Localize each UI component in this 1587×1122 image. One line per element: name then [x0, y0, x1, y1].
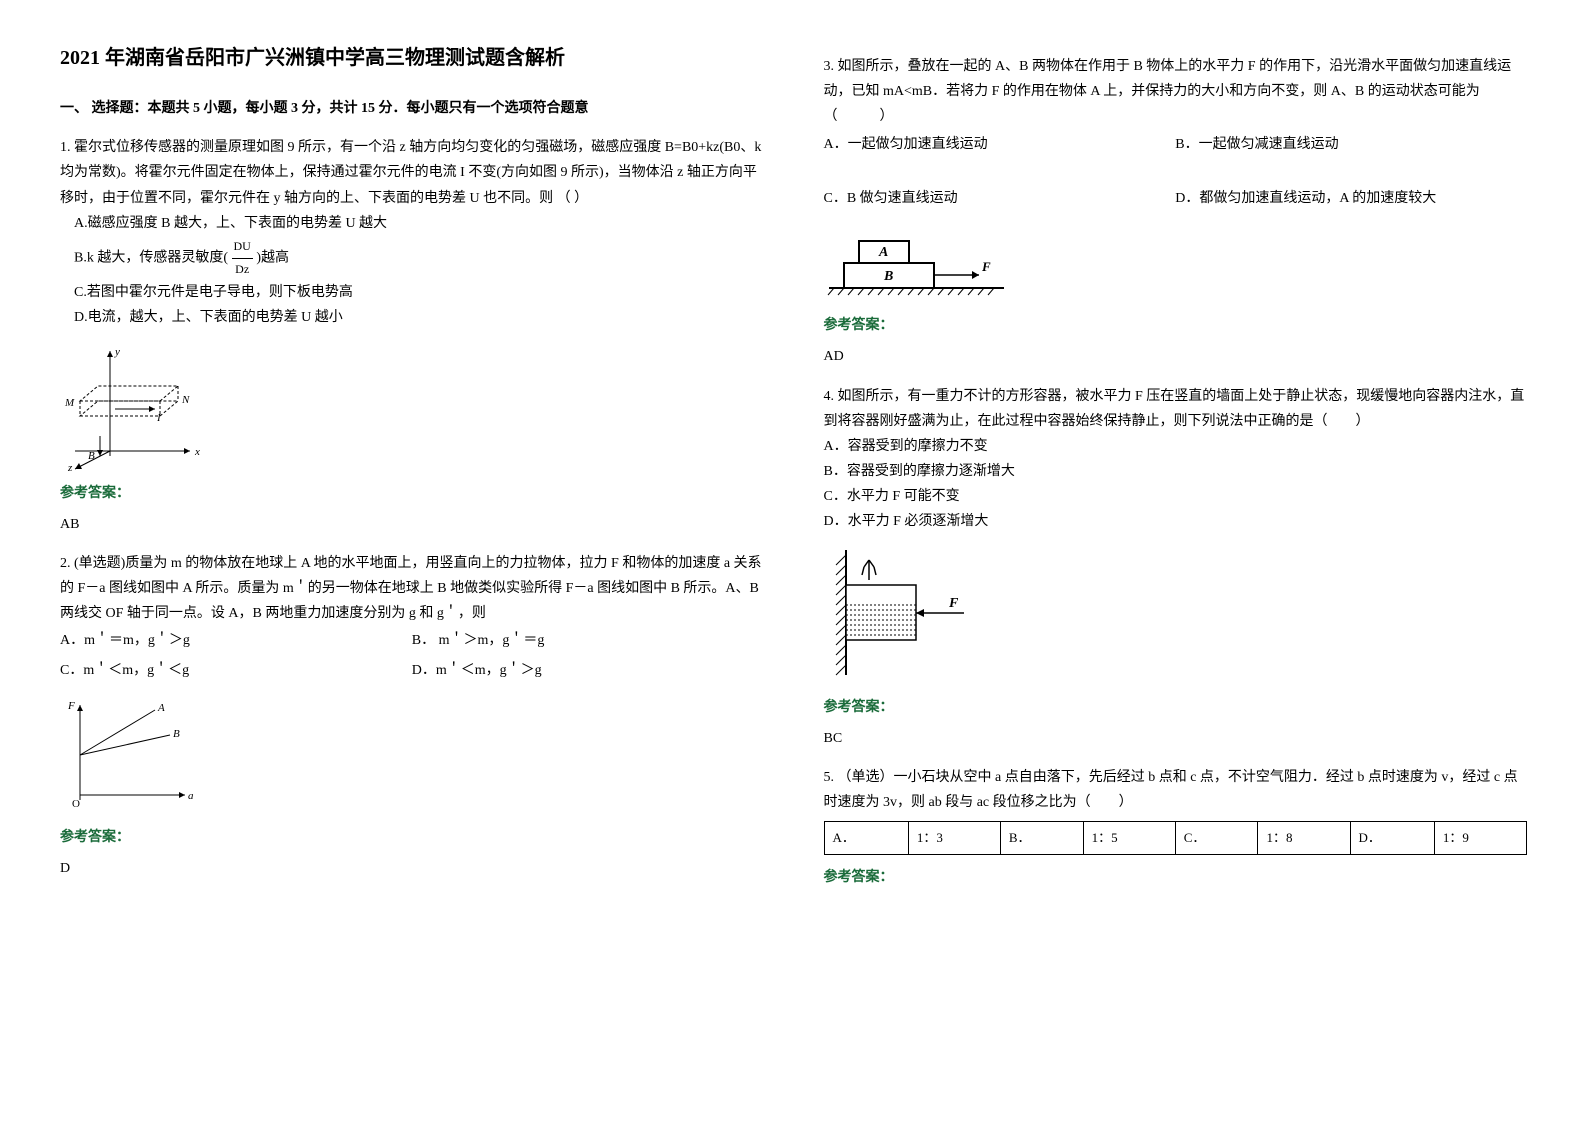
q4-opt-a: A．容器受到的摩擦力不变	[824, 434, 1528, 459]
q5-opt-a-value: 1：3	[908, 822, 1000, 854]
q3-answer-label: 参考答案：	[824, 313, 1528, 338]
svg-text:y: y	[114, 346, 120, 358]
svg-text:I: I	[156, 412, 162, 424]
q5-answer-label: 参考答案：	[824, 865, 1528, 890]
svg-text:B: B	[173, 728, 180, 740]
q3-opt-c: C．B 做匀速直线运动	[824, 186, 1176, 211]
question-4: 4. 如图所示，有一重力不计的方形容器，被水平力 F 压在竖直的墙面上处于静止状…	[824, 384, 1528, 752]
q2-opt-b: B． m＇＞m，g＇＝g	[412, 628, 764, 653]
q5-opt-c-label: C．	[1175, 822, 1258, 854]
q4-opt-b: B．容器受到的摩擦力逐渐增大	[824, 459, 1528, 484]
q2-answer-label: 参考答案：	[60, 825, 764, 850]
frac-num: DU	[232, 236, 253, 259]
svg-text:A: A	[157, 702, 165, 714]
question-1: 1. 霍尔式位移传感器的测量原理如图 9 所示，有一个沿 z 轴方向均匀变化的匀…	[60, 135, 764, 537]
q5-options-table: A． 1：3 B． 1：5 C． 1：8 D． 1：9	[824, 821, 1528, 854]
q5-opt-b-label: B．	[1000, 822, 1083, 854]
q1-stem: 1. 霍尔式位移传感器的测量原理如图 9 所示，有一个沿 z 轴方向均匀变化的匀…	[60, 135, 764, 211]
q5-opt-d-value: 1：9	[1434, 822, 1526, 854]
svg-text:a: a	[188, 790, 194, 802]
svg-text:F: F	[981, 259, 991, 274]
q5-opt-b-value: 1：5	[1083, 822, 1175, 854]
q3-opt-a: A．一起做匀加速直线运动	[824, 132, 1176, 157]
q1-answer-label: 参考答案：	[60, 481, 764, 506]
question-2: 2. (单选题)质量为 m 的物体放在地球上 A 地的水平地面上，用竖直向上的力…	[60, 551, 764, 881]
q5-opt-c-value: 1：8	[1258, 822, 1350, 854]
fraction-icon: DU Dz	[232, 236, 253, 280]
q3-stem: 3. 如图所示，叠放在一起的 A、B 两物体在作用于 B 物体上的水平力 F 的…	[824, 54, 1528, 130]
svg-text:N: N	[181, 394, 190, 406]
svg-text:B: B	[88, 450, 95, 462]
svg-text:z: z	[67, 462, 73, 471]
q4-answer: BC	[824, 726, 1528, 751]
q2-stem: 2. (单选题)质量为 m 的物体放在地球上 A 地的水平地面上，用竖直向上的力…	[60, 551, 764, 627]
q5-opt-d-label: D．	[1350, 822, 1434, 854]
q3-opt-d: D．都做匀加速直线运动，A 的加速度较大	[1175, 186, 1527, 211]
q1-answer: AB	[60, 512, 764, 537]
q4-answer-label: 参考答案：	[824, 695, 1528, 720]
svg-text:F: F	[948, 596, 959, 611]
svg-text:B: B	[883, 269, 893, 284]
q4-figure: F	[824, 545, 1528, 685]
frac-den: Dz	[232, 259, 253, 281]
q4-opt-d: D．水平力 F 必须逐渐增大	[824, 509, 1528, 534]
q1-opt-b: B.k 越大，传感器灵敏度( DU Dz )越高	[74, 236, 764, 280]
q1-opt-c: C.若图中霍尔元件是电子导电，则下板电势高	[74, 280, 764, 305]
svg-text:M: M	[64, 397, 75, 409]
q2-opt-c: C．m＇＜m，g＇＜g	[60, 658, 412, 683]
q1-b-pre: B.k 越大，传感器灵敏度(	[74, 250, 228, 265]
question-5: 5. （单选）一小石块从空中 a 点自由落下，先后经过 b 点和 c 点，不计空…	[824, 765, 1528, 890]
q4-opt-c: C．水平力 F 可能不变	[824, 484, 1528, 509]
page-title: 2021 年湖南省岳阳市广兴洲镇中学高三物理测试题含解析	[60, 40, 764, 76]
q5-stem: 5. （单选）一小石块从空中 a 点自由落下，先后经过 b 点和 c 点，不计空…	[824, 765, 1528, 815]
svg-text:A: A	[878, 245, 888, 260]
q3-figure: B A F	[824, 223, 1528, 303]
q1-opt-a: A.磁感应强度 B 越大，上、下表面的电势差 U 越大	[74, 211, 764, 236]
section-heading: 一、 选择题：本题共 5 小题，每小题 3 分，共计 15 分．每小题只有一个选…	[60, 96, 764, 121]
svg-text:O: O	[72, 798, 80, 810]
q5-opt-a-label: A．	[824, 822, 908, 854]
q1-figure: x y z M N I	[60, 341, 764, 471]
q2-opt-d: D．m＇＜m，g＇＞g	[412, 658, 764, 683]
q2-answer: D	[60, 856, 764, 881]
q1-opt-d: D.电流，越大，上、下表面的电势差 U 越小	[74, 305, 764, 330]
q2-figure: a F O A B	[60, 695, 764, 815]
q3-opt-b: B．一起做匀减速直线运动	[1175, 132, 1527, 157]
q3-answer: AD	[824, 344, 1528, 369]
svg-text:x: x	[194, 446, 200, 458]
question-3: 3. 如图所示，叠放在一起的 A、B 两物体在作用于 B 物体上的水平力 F 的…	[824, 54, 1528, 370]
q1-b-post: )越高	[256, 250, 289, 265]
q2-opt-a: A．m＇＝m，g＇＞g	[60, 628, 412, 653]
q4-stem: 4. 如图所示，有一重力不计的方形容器，被水平力 F 压在竖直的墙面上处于静止状…	[824, 384, 1528, 434]
svg-text:F: F	[67, 700, 75, 712]
